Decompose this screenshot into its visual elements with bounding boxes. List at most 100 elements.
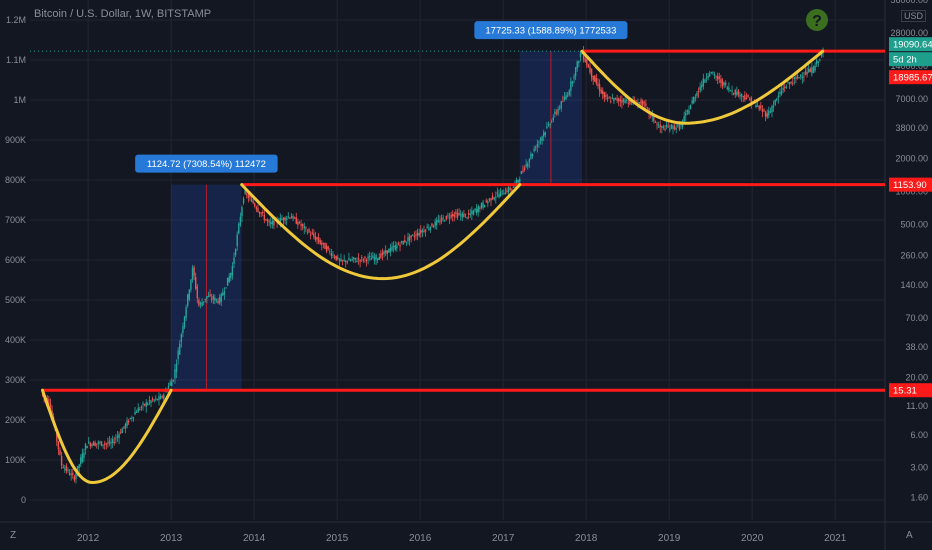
candle-body: [440, 218, 443, 221]
candle-body: [432, 226, 435, 228]
time-axis[interactable]: 2012 2013 2014 2015 2016 2017 2018 2019 2020 2021: [77, 533, 847, 544]
candle-body: [380, 253, 382, 258]
candle-body: [64, 468, 66, 470]
candle-body: [175, 363, 178, 373]
candle-body: [241, 207, 243, 217]
candle-body: [638, 102, 641, 104]
candle-body: [204, 298, 206, 300]
left-tick-label: 900K: [5, 135, 26, 145]
candle-body: [699, 86, 701, 91]
candle-body: [560, 101, 562, 109]
candle-body: [156, 399, 159, 401]
candle-body: [723, 82, 725, 86]
candle-body: [384, 250, 387, 253]
right-tick-label: 28000.00: [890, 28, 928, 38]
cup-curve[interactable]: [41, 388, 173, 485]
candle-body: [594, 75, 596, 82]
candle-body: [622, 98, 625, 102]
time-tick-label: 2014: [243, 533, 266, 544]
candle-body: [667, 126, 669, 128]
candle-body: [340, 258, 342, 262]
candle-body: [499, 191, 502, 197]
candle-body: [92, 441, 95, 446]
candle-body: [602, 90, 604, 95]
left-tick-label: 100K: [5, 455, 26, 465]
candle-body: [523, 167, 526, 171]
price-tag-label: 19090.64: [893, 40, 932, 51]
left-tick-label: 300K: [5, 375, 26, 385]
candle-body: [316, 237, 318, 240]
candle-body: [662, 126, 665, 128]
candle-body: [345, 260, 347, 263]
candle-body: [801, 77, 804, 79]
right-tick-label: 3800.00: [895, 123, 928, 133]
candle-body: [167, 385, 170, 391]
candle-body: [86, 446, 88, 449]
candle-body: [796, 75, 799, 79]
candle-body: [522, 170, 524, 172]
zoom-reset-button[interactable]: Z: [10, 530, 17, 541]
candle-body: [201, 302, 203, 307]
horizontal-levels[interactable]: [30, 49, 885, 392]
candle-body: [616, 98, 618, 101]
candle-body: [188, 289, 191, 300]
candle-body: [155, 398, 157, 400]
price-tag: [889, 52, 932, 67]
candle-body: [720, 78, 722, 83]
candle-body: [346, 261, 349, 263]
candle-body: [222, 292, 224, 296]
cup-curves[interactable]: [41, 49, 825, 485]
candle-body: [373, 257, 376, 261]
candle-body: [528, 159, 531, 163]
candle-body: [230, 272, 232, 279]
candle-body: [421, 230, 424, 233]
candle-body: [629, 98, 631, 105]
candle-body: [464, 213, 467, 215]
candle-body: [147, 403, 149, 405]
candle-body: [159, 396, 162, 399]
candle-body: [225, 287, 227, 289]
candle-body: [177, 350, 179, 360]
candle-body: [732, 93, 735, 95]
candle-body: [113, 442, 115, 444]
candle-body: [490, 198, 492, 201]
candle-body: [447, 215, 449, 217]
candle-body: [657, 126, 660, 128]
candle-body: [298, 221, 301, 224]
candle-body: [431, 223, 433, 227]
candle-body: [565, 95, 567, 100]
candle-body: [483, 204, 486, 208]
candle-body: [592, 75, 594, 81]
candle-body: [777, 95, 780, 98]
candle-body: [487, 201, 489, 204]
candle-body: [356, 260, 358, 262]
candle-body: [790, 81, 792, 83]
currency-unit-badge[interactable]: USD: [901, 10, 927, 22]
candle-body: [764, 111, 767, 117]
candle-body: [80, 457, 82, 465]
candle-body: [396, 245, 398, 249]
cup-curve[interactable]: [240, 183, 522, 281]
candle-body: [72, 472, 74, 475]
candle-body: [187, 294, 189, 306]
cup-curve[interactable]: [580, 49, 825, 125]
candle-body: [554, 111, 556, 115]
candle-body: [206, 296, 208, 299]
candle-body: [220, 293, 222, 302]
candle-body: [212, 296, 214, 300]
candle-body: [375, 254, 377, 260]
candle-body: [416, 232, 419, 236]
question-icon: ?: [806, 9, 828, 31]
candle-body: [110, 442, 112, 444]
candle-body: [811, 67, 813, 74]
candle-body: [678, 124, 681, 130]
candle-body: [536, 144, 539, 147]
candle-body: [589, 66, 591, 73]
candle-body: [472, 210, 475, 215]
auto-scale-button[interactable]: A: [906, 530, 913, 541]
left-tick-label: 200K: [5, 415, 26, 425]
candle-body: [260, 212, 262, 214]
candle-body: [491, 195, 494, 199]
candle-body: [807, 68, 810, 73]
